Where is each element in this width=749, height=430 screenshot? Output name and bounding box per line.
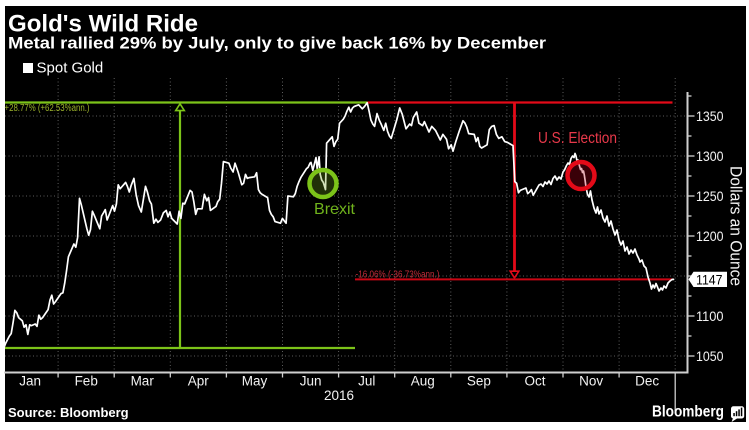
svg-text:Bloomberg: Bloomberg <box>652 404 724 421</box>
svg-text:May: May <box>242 374 268 389</box>
svg-text:1350: 1350 <box>696 108 724 124</box>
svg-text:1050: 1050 <box>696 348 724 364</box>
svg-text:1300: 1300 <box>696 148 724 164</box>
svg-text:Aug: Aug <box>411 374 435 389</box>
svg-text:-16.06% (-36.73%ann.): -16.06% (-36.73%ann.) <box>356 270 440 281</box>
svg-text:Feb: Feb <box>75 374 98 389</box>
svg-text:Brexit: Brexit <box>314 201 356 218</box>
svg-text:Spot Gold: Spot Gold <box>37 60 104 77</box>
svg-text:Oct: Oct <box>524 374 545 389</box>
svg-text:1200: 1200 <box>696 228 724 244</box>
svg-text:Jun: Jun <box>300 374 322 389</box>
svg-text:Metal rallied 29% by July, onl: Metal rallied 29% by July, only to give … <box>8 34 546 53</box>
svg-text:Mar: Mar <box>131 374 155 389</box>
svg-text:2016: 2016 <box>324 388 354 403</box>
svg-text:1147: 1147 <box>696 272 723 288</box>
svg-text:U.S. Election: U.S. Election <box>538 130 617 147</box>
svg-text:Gold's Wild Ride: Gold's Wild Ride <box>8 11 198 38</box>
svg-text:Nov: Nov <box>579 374 603 389</box>
svg-text:Dollars an Ounce: Dollars an Ounce <box>727 166 745 286</box>
svg-text:Jan: Jan <box>19 374 41 389</box>
svg-text:1250: 1250 <box>696 188 724 204</box>
svg-text:Jul: Jul <box>358 374 375 389</box>
svg-text:+28.77% (+62.53%ann.): +28.77% (+62.53%ann.) <box>5 103 90 114</box>
svg-text:1100: 1100 <box>696 308 724 324</box>
svg-text:Apr: Apr <box>188 374 210 389</box>
svg-text:Source: Bloomberg: Source: Bloomberg <box>8 405 129 420</box>
svg-text:Sep: Sep <box>467 374 491 389</box>
svg-text:Dec: Dec <box>635 374 659 389</box>
